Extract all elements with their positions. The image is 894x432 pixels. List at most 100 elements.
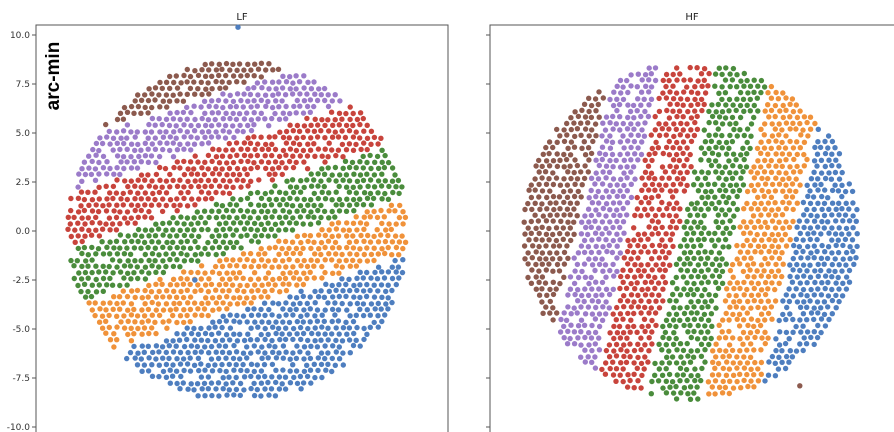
hf-point-series-5 [596,311,603,317]
hf-point-series-3 [667,384,673,390]
hf-point-series-3 [699,304,705,311]
lf-point-series-4 [138,184,144,190]
hf-point-series-1 [807,225,814,231]
lf-point-series-3 [121,275,127,281]
hf-point-series-1 [804,268,810,274]
lf-point-series-4 [300,147,307,154]
hf-point-series-5 [628,72,634,78]
hf-point-series-6 [567,200,574,206]
lf-point-series-4 [357,121,363,128]
lf-point-series-5 [188,134,194,140]
hf-point-series-6 [571,231,577,237]
hf-point-series-4 [641,268,647,274]
hf-point-series-6 [550,170,556,176]
lf-point-series-1 [223,368,229,375]
hf-point-series-4 [646,200,652,206]
hf-point-series-2 [747,243,754,249]
lf-point-series-3 [104,244,110,250]
hf-point-series-3 [747,96,753,103]
lf-point-series-5 [230,110,236,117]
lf-scatter-points [65,24,409,399]
hf-point-series-2 [722,335,729,341]
hf-point-series-3 [695,262,701,268]
hf-point-series-5 [599,219,606,225]
hf-point-series-5 [614,182,620,188]
lf-point-series-5 [291,103,297,110]
hf-point-series-6 [546,163,553,169]
lf-point-series-1 [160,355,166,361]
lf-point-series-4 [93,202,99,208]
lf-point-series-5 [272,110,278,117]
lf-point-series-5 [75,184,81,190]
lf-point-series-4 [79,226,85,232]
lf-point-series-2 [329,221,335,227]
lf-point-series-1 [156,373,162,380]
lf-point-series-3 [344,196,350,202]
hf-point-series-2 [736,323,743,329]
lf-point-series-3 [82,269,89,276]
hf-point-series-6 [557,256,563,262]
hf-point-series-2 [779,212,786,218]
hf-point-series-5 [600,304,606,310]
lf-point-series-3 [321,171,328,177]
hf-point-series-3 [726,207,733,213]
lf-point-series-1 [347,313,353,319]
hf-point-series-4 [659,224,665,231]
hf-point-series-4 [652,285,658,292]
lf-point-series-2 [262,263,268,269]
hf-point-series-3 [687,322,693,329]
lf-point-series-5 [166,122,173,129]
hf-point-series-4 [635,255,641,261]
hf-point-series-4 [692,84,698,90]
hf-point-series-2 [801,114,808,120]
hf-point-series-2 [775,96,782,102]
hf-point-series-4 [660,77,666,84]
lf-point-series-4 [304,166,311,172]
hf-point-series-3 [698,206,704,213]
hf-point-series-3 [695,372,701,379]
lf-point-series-4 [234,165,241,172]
lf-point-series-5 [114,153,121,159]
hf-point-series-6 [590,138,596,145]
hf-point-series-4 [656,292,662,298]
hf-point-series-6 [571,193,578,200]
lf-point-series-2 [363,221,370,227]
hf-point-series-4 [618,347,624,353]
hf-point-series-6 [540,151,546,157]
hf-point-series-5 [607,207,613,213]
hf-point-series-1 [800,199,807,206]
lf-point-series-6 [174,98,180,104]
hf-point-series-1 [814,236,820,243]
lf-point-series-1 [332,362,338,368]
hf-point-series-5 [628,157,634,163]
hf-point-series-6 [557,157,563,163]
lf-point-series-4 [177,202,183,208]
lf-point-series-3 [332,164,339,171]
hf-point-series-2 [730,274,736,280]
lf-point-series-5 [262,116,268,122]
lf-point-series-4 [266,171,272,177]
hf-point-series-5 [602,127,609,133]
lf-point-series-5 [124,122,131,128]
lf-point-series-4 [322,159,328,165]
hf-point-series-1 [836,163,842,169]
lf-point-series-5 [266,123,272,129]
hf-point-series-6 [543,256,549,262]
hf-point-series-6 [586,95,592,102]
lf-point-series-6 [241,67,247,73]
lf-point-series-4 [223,147,229,153]
lf-point-series-4 [245,158,251,165]
hf-point-series-6 [581,175,588,182]
hf-point-series-5 [582,213,588,219]
hf-point-series-5 [603,225,609,232]
hf-point-series-4 [662,267,668,273]
hf-point-series-3 [673,298,679,304]
lf-point-series-5 [191,128,198,134]
lf-point-series-1 [368,275,374,281]
hf-point-series-2 [805,133,811,139]
lf-point-series-1 [167,380,173,386]
hf-point-series-3 [743,164,750,170]
lf-point-series-4 [301,159,307,165]
lf-point-series-5 [269,104,276,111]
hf-point-series-3 [660,323,666,330]
